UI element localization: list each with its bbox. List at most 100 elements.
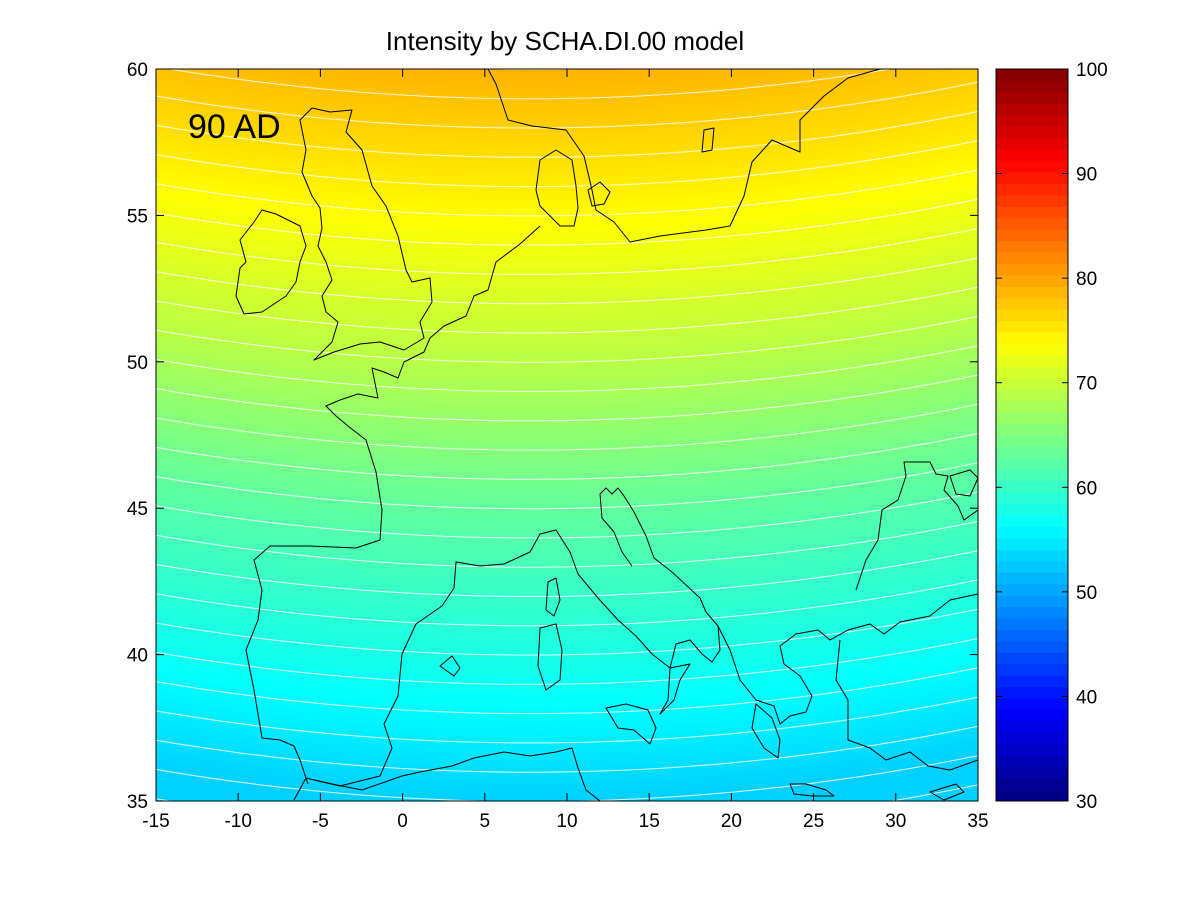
- colorbar-segment: [996, 640, 1068, 653]
- colorbar-segment: [996, 320, 1068, 333]
- colorbar-segment: [996, 217, 1068, 230]
- colorbar-segment: [996, 274, 1068, 287]
- colorbar-segment: [996, 389, 1068, 402]
- colorbar-tick-label: 50: [1076, 583, 1097, 604]
- era-annotation: 90 AD: [188, 108, 281, 146]
- colorbar-segment: [996, 69, 1068, 81]
- colorbar-segment: [996, 629, 1068, 642]
- colorbar-tick-label: 70: [1076, 374, 1097, 395]
- colorbar-segment: [996, 194, 1068, 207]
- colorbar-segment: [996, 286, 1068, 299]
- coastline-crete: [789, 783, 835, 797]
- colorbar-segment: [996, 366, 1068, 379]
- coastline-peloponnese: [751, 703, 781, 759]
- colorbar-segment: [996, 332, 1068, 344]
- colorbar-segment: [996, 698, 1068, 710]
- colorbar-segment: [996, 435, 1068, 447]
- contour-line: [156, 228, 978, 275]
- colorbar-segment: [996, 114, 1068, 127]
- colorbar-segment: [996, 526, 1068, 539]
- colorbar-segment: [996, 423, 1068, 436]
- x-tick-label: 5: [480, 811, 491, 832]
- colorbar-tick-label: 40: [1076, 687, 1097, 708]
- colorbar: [996, 69, 1068, 802]
- colorbar-segment: [996, 412, 1068, 425]
- colorbar-segment: [996, 469, 1068, 482]
- colorbar-segment: [996, 171, 1068, 184]
- y-tick-label: 45: [127, 499, 148, 520]
- coastline-ireland: [235, 209, 307, 315]
- colorbar-segment: [996, 755, 1068, 768]
- colorbar-segment: [996, 183, 1068, 196]
- field-band: [156, 752, 978, 801]
- coastline-black-sea: [855, 461, 978, 591]
- colorbar-segment: [996, 263, 1068, 276]
- coastline-north-africa: [293, 747, 601, 801]
- colorbar-segment: [996, 252, 1068, 264]
- colorbar-segment: [996, 583, 1068, 596]
- x-tick-label: -10: [224, 811, 251, 832]
- coastline-balearic: [439, 655, 461, 677]
- coastline-italy-south: [659, 663, 691, 715]
- field-band: [156, 0, 978, 27]
- contour-line: [156, 198, 978, 246]
- contour-line: [156, 140, 978, 188]
- colorbar-segment: [996, 595, 1068, 608]
- colorbar-segment: [996, 229, 1068, 242]
- colorbar-segment: [996, 297, 1068, 310]
- x-tick-label: 30: [885, 811, 906, 832]
- coastline-gotland: [701, 127, 715, 153]
- coastline-sardinia: [537, 623, 563, 691]
- field-band: [156, 0, 978, 12]
- coastline-sicily: [605, 703, 657, 745]
- colorbar-segment: [996, 103, 1068, 116]
- contour-line: [156, 257, 978, 305]
- contour-line: [156, 608, 978, 656]
- colorbar-segment: [996, 160, 1068, 173]
- colorbar-segment: [996, 137, 1068, 150]
- coastline-zealand: [587, 181, 611, 207]
- contour-line: [166, 69, 894, 100]
- x-tick-label: 20: [721, 811, 742, 832]
- contour-line: [156, 345, 978, 392]
- field-band: [961, 797, 978, 801]
- colorbar-segment: [996, 618, 1068, 630]
- colorbar-segment: [996, 789, 1068, 802]
- x-tick-label: -5: [312, 811, 329, 832]
- coastline-balkans: [717, 593, 978, 725]
- colorbar-tick-label: 80: [1076, 269, 1097, 290]
- colorbar-segment: [996, 457, 1068, 470]
- colorbar-segment: [996, 743, 1068, 756]
- colorbar-axis: 30 40 50 60 70 80 90 100: [996, 60, 1108, 813]
- coastline-great-britain: [299, 107, 433, 361]
- x-tick-label: 15: [639, 811, 660, 832]
- coastlines: [235, 69, 978, 801]
- y-tick-label: 55: [127, 206, 148, 227]
- colorbar-segment: [996, 778, 1068, 791]
- y-tick-label: 50: [127, 353, 148, 374]
- coastline-iberia-med: [313, 487, 721, 787]
- colorbar-segment: [996, 240, 1068, 253]
- y-tick-label: 40: [127, 646, 148, 667]
- colorbar-segment: [996, 549, 1068, 562]
- coastline-denmark: [535, 149, 579, 227]
- colorbar-tick-label: 60: [1076, 478, 1097, 499]
- coastline-crimea: [949, 469, 978, 497]
- contour-line: [156, 81, 978, 129]
- contour-line: [156, 725, 978, 773]
- colorbar-segment: [996, 503, 1068, 516]
- coastline-continent-west: [245, 225, 541, 785]
- colorbar-segment: [996, 537, 1068, 550]
- colorbar-segment: [996, 720, 1068, 733]
- colorbar-segment: [996, 480, 1068, 493]
- contour-line: [156, 286, 978, 334]
- colorbar-tick-label: 90: [1076, 165, 1097, 186]
- colorbar-segment: [996, 377, 1068, 390]
- contour-line: [156, 462, 978, 510]
- colorbar-segment: [996, 80, 1068, 93]
- colorbar-segment: [996, 663, 1068, 676]
- contour-line: [156, 169, 978, 217]
- contour-line: [156, 491, 978, 539]
- colorbar-segment: [996, 732, 1068, 745]
